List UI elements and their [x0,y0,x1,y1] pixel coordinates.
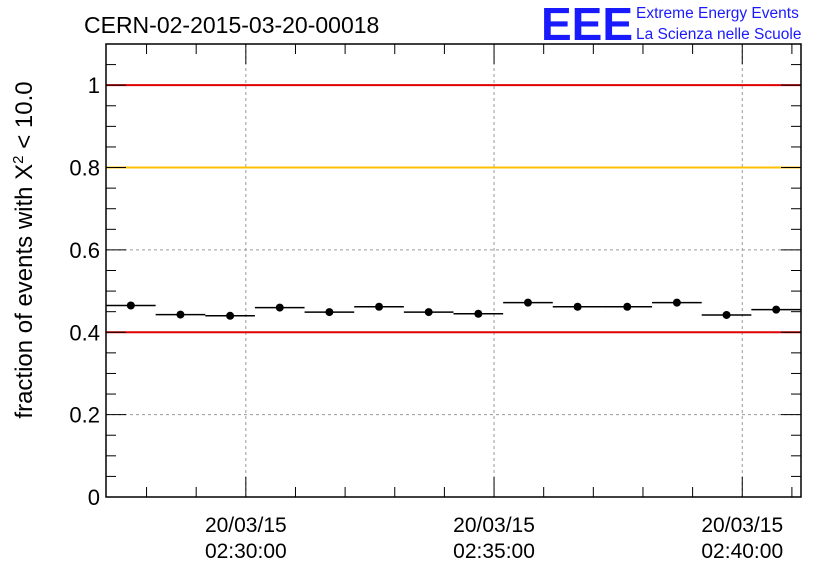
grid [106,44,801,497]
data-point-1 [176,310,185,319]
logo-line-2: La Scienza nelle Scuole [636,26,801,43]
x-tick-date-2: 20/03/15 [701,514,783,537]
data-point-8 [523,298,532,307]
data-point-4 [325,308,334,317]
y-tick-labels: 0 0.2 0.4 0.6 0.8 1 [69,73,100,510]
y-axis-label-symbol: X [11,164,38,180]
x-tick-time-2: 02:40:00 [701,540,783,563]
data-point-0 [126,301,135,310]
data-point-6 [424,308,433,317]
reference-lines [106,84,801,334]
y-axis-label: fraction of events with X2 < 10.0 [10,81,38,418]
y-axis-label-prefix: fraction of events with [11,180,38,419]
y-tick-label-1: 0.2 [69,403,100,428]
x-tick-labels: 20/03/15 02:30:00 20/03/15 02:35:00 20/03/15… [205,514,783,563]
y-tick-label-5: 1 [88,73,100,98]
y-axis-label-suffix: < 10.0 [11,81,38,155]
data-point-5 [375,302,384,311]
x-tick-date-1: 20/03/15 [453,514,535,537]
x-tick-time-1: 02:35:00 [453,540,535,563]
data-point-12 [722,310,731,319]
plot-frame [105,43,802,498]
x-tick-time-0: 02:30:00 [205,540,287,563]
data-points [106,298,801,320]
eee-logo: EEE Extreme Energy Events La Scienza nel… [541,0,801,50]
y-tick-label-0: 0 [88,485,100,510]
logo-line-1: Extreme Energy Events [636,5,799,22]
data-point-3 [275,303,284,312]
y-tick-label-2: 0.4 [69,320,100,345]
y-tick-label-4: 0.8 [69,156,100,181]
data-point-9 [573,302,582,311]
data-point-13 [772,305,781,314]
data-point-7 [474,309,483,318]
data-point-2 [226,311,235,320]
x-tick-date-0: 20/03/15 [205,514,287,537]
logo-mark: EEE [541,0,633,50]
axes [105,43,802,498]
y-tick-label-3: 0.6 [69,238,100,263]
data-point-10 [623,302,632,311]
y-axis-label-superscript: 2 [10,155,27,163]
data-point-11 [672,298,681,307]
chart-title: CERN-02-2015-03-20-00018 [84,12,379,38]
